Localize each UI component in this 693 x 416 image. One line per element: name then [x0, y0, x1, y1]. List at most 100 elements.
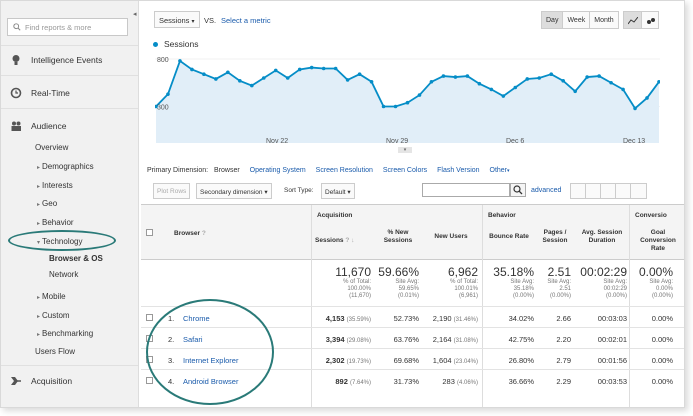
sidebar-behavior[interactable]: ▸ Behavior	[37, 218, 74, 227]
col-label: Sessions	[315, 237, 344, 244]
select-all-checkbox[interactable]	[146, 229, 153, 236]
sidebar-browser-os[interactable]: Browser & OS	[49, 254, 103, 263]
total-sub: % of Total:	[450, 279, 478, 285]
dim-option-other[interactable]: Other▾	[490, 167, 510, 174]
col-avg-duration[interactable]: Avg. Session Duration	[581, 229, 623, 244]
dim-option-os[interactable]: Operating System	[249, 167, 306, 174]
sidebar-item-realtime[interactable]: Real-Time	[1, 87, 138, 102]
dim-option-flash[interactable]: Flash Version	[437, 167, 480, 174]
sidebar-network[interactable]: Network	[49, 270, 78, 279]
sidebar-benchmarking[interactable]: ▸ Benchmarking	[37, 329, 93, 338]
compare-view-icon[interactable]	[616, 184, 631, 198]
col-goal-conv[interactable]: Goal Conversion Rate	[640, 229, 676, 252]
total-value: 2.51	[547, 265, 571, 279]
sessions-pct: (7.64%)	[349, 380, 371, 386]
secondary-dimension-select[interactable]: Secondary dimension ▾	[196, 183, 272, 199]
group-conversions: Conversio	[635, 212, 667, 219]
metric-select[interactable]: Sessions ▾	[154, 11, 200, 28]
secondary-label: Secondary dimension	[200, 189, 263, 196]
sidebar-item-label: Audience	[31, 121, 67, 131]
collapse-sidebar-icon[interactable]: ◂	[133, 11, 137, 18]
period-week[interactable]: Week	[563, 12, 591, 28]
main-content: Sessions ▾ VS. Select a metric Day Week …	[141, 1, 684, 407]
new-users-value: 2,164	[432, 335, 452, 344]
series-dot-icon	[153, 42, 158, 48]
col-pages-session[interactable]: Pages / Session	[542, 229, 568, 244]
col-browser[interactable]: Browser ?	[174, 230, 206, 238]
pie-view-icon[interactable]	[586, 184, 601, 198]
period-month[interactable]: Month	[594, 17, 614, 24]
data-point	[357, 72, 362, 76]
bar-view-icon[interactable]	[601, 184, 616, 198]
sub-label: Custom	[42, 311, 70, 320]
plot-rows-button[interactable]: Plot Rows	[153, 183, 191, 199]
data-point	[345, 78, 350, 82]
divider	[1, 45, 138, 46]
data-point	[214, 77, 218, 81]
sidebar-custom[interactable]: ▸ Custom	[37, 311, 70, 320]
table-search-input[interactable]	[422, 183, 510, 197]
data-point	[417, 93, 422, 97]
cell-goal: 0.00%	[651, 377, 673, 386]
chart-resize-handle[interactable]: ▾	[398, 147, 412, 153]
data-point	[585, 75, 589, 79]
divider	[1, 365, 138, 366]
total-sub: (0.01%)	[397, 293, 419, 299]
col-new-sessions[interactable]: % New Sessions	[383, 229, 413, 244]
cell-new-users: 283 (4.06%)	[424, 377, 478, 386]
metric-label: Sessions	[159, 16, 190, 25]
sort-type-select[interactable]: Default ▾	[321, 183, 355, 199]
help-icon: ?	[201, 230, 206, 237]
sidebar-mobile[interactable]: ▸ Mobile	[37, 292, 66, 301]
row-checkbox[interactable]	[146, 314, 153, 321]
sidebar-item-audience[interactable]: Audience	[1, 121, 138, 135]
expand-icon: ▸	[37, 295, 41, 301]
chevron-down-icon: ▾	[347, 189, 351, 196]
data-point	[525, 77, 530, 81]
col-sessions[interactable]: Sessions ? ↓	[315, 237, 373, 245]
total-value: 35.18%	[493, 265, 534, 279]
data-point	[549, 72, 554, 76]
dim-option-colors[interactable]: Screen Colors	[382, 167, 428, 174]
acquisition-icon	[11, 377, 21, 385]
data-point	[573, 89, 577, 94]
dim-option-resolution[interactable]: Screen Resolution	[315, 167, 373, 174]
table-search-button[interactable]	[510, 183, 526, 197]
col-label: Browser	[174, 230, 201, 237]
total-sub: 35.18%	[513, 286, 534, 292]
total-sub: % of Total:	[343, 279, 371, 285]
new-users-pct: (31.08%)	[453, 338, 478, 344]
sidebar-users-flow[interactable]: Users Flow	[35, 347, 75, 356]
period-day[interactable]: Day	[542, 12, 564, 28]
cell-duration: 00:02:01	[597, 335, 627, 344]
sub-label: Users Flow	[35, 347, 76, 356]
table-view-icon[interactable]	[571, 184, 586, 198]
sub-label: Mobile	[42, 292, 66, 301]
data-point	[178, 59, 182, 63]
sidebar-item-acquisition[interactable]: Acquisition	[1, 376, 138, 390]
sidebar-demographics[interactable]: ▸ Demographics	[37, 162, 94, 171]
search-input[interactable]: Find reports & more	[7, 18, 128, 36]
sub-label: Network	[49, 270, 79, 279]
row-checkbox[interactable]	[146, 377, 153, 384]
col-new-users[interactable]: New Users	[434, 233, 468, 240]
col-bounce-rate[interactable]: Bounce Rate	[489, 233, 529, 240]
data-point	[202, 72, 206, 76]
total-sessions: 11,670% of Total: 100.00% (11,670)	[315, 265, 371, 300]
sidebar-overview[interactable]: Overview	[35, 143, 68, 152]
advanced-link[interactable]: advanced	[531, 187, 562, 194]
line-chart-icon[interactable]	[624, 12, 642, 28]
total-sub: Site Avg:	[395, 279, 419, 285]
data-point	[561, 79, 565, 83]
sessions-area	[156, 60, 659, 143]
sidebar-interests[interactable]: ▸ Interests	[37, 181, 73, 190]
pivot-view-icon[interactable]	[631, 184, 646, 198]
period-selector: Day Week Month	[541, 11, 619, 29]
sidebar-geo[interactable]: ▸ Geo	[37, 199, 57, 208]
sub-label: Interests	[42, 181, 73, 190]
motion-chart-icon[interactable]	[642, 12, 659, 28]
total-sub: 0.00%	[655, 286, 673, 292]
sidebar-item-intelligence[interactable]: Intelligence Events	[1, 55, 138, 69]
divider	[1, 75, 138, 76]
select-metric-link[interactable]: Select a metric	[221, 16, 271, 25]
